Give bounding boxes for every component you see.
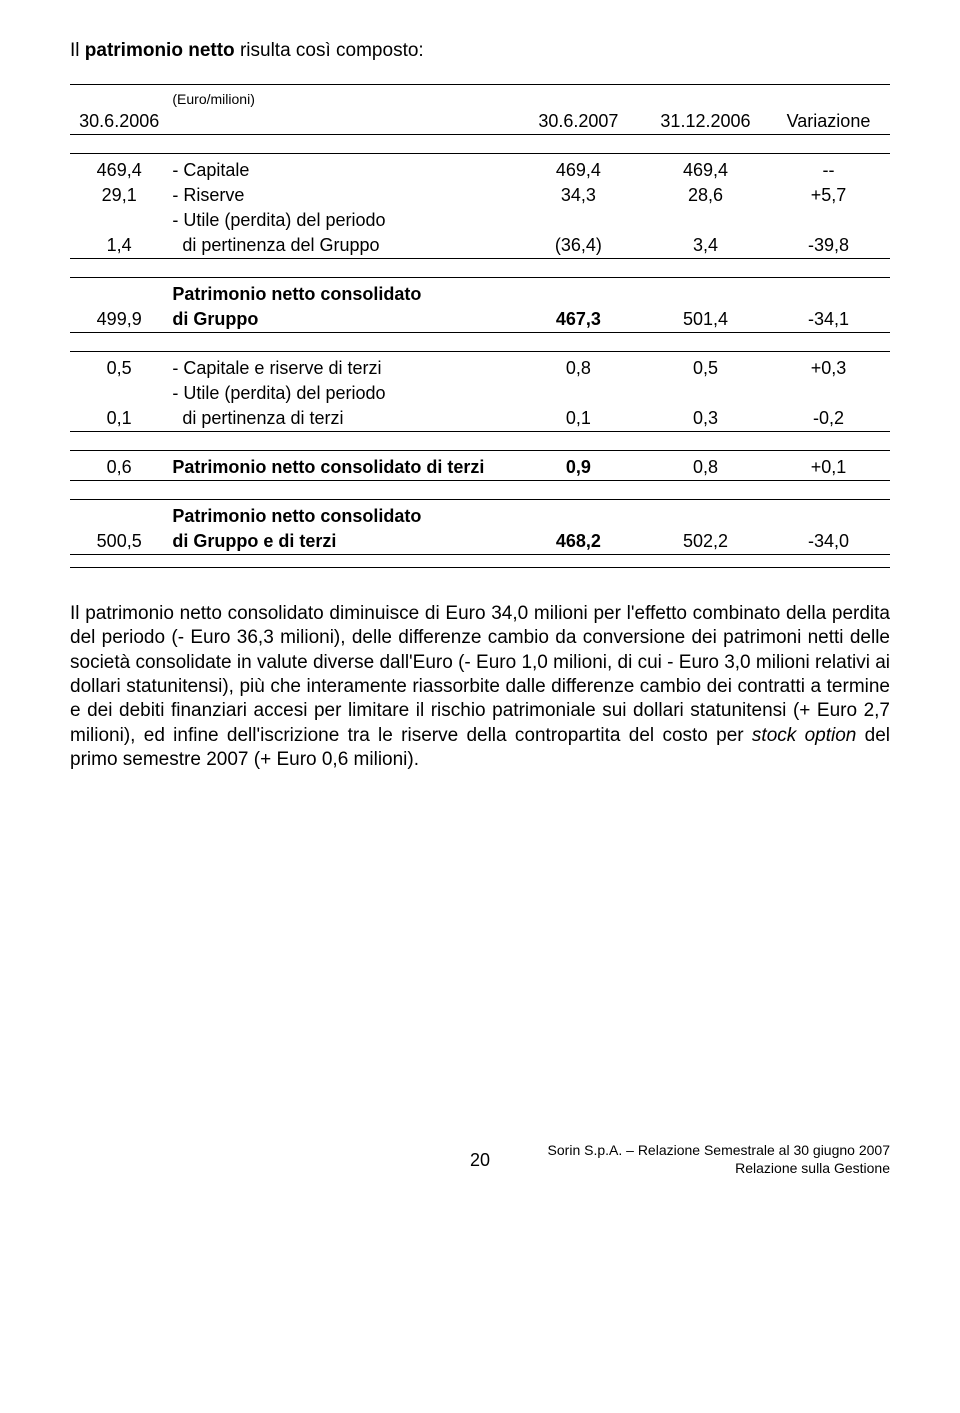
header-unit: (Euro/milioni) — [168, 89, 512, 109]
cell: di pertinenza del Gruppo — [168, 233, 512, 259]
cell: 0,5 — [644, 356, 767, 381]
cell: -34,1 — [767, 307, 890, 333]
cell: Patrimonio netto consolidato — [168, 282, 512, 307]
cell: - Capitale — [168, 158, 512, 183]
page-footer: 20 Sorin S.p.A. – Relazione Semestrale a… — [70, 1132, 890, 1192]
cell: Patrimonio netto consolidato — [168, 504, 512, 529]
cell: 29,1 — [70, 183, 168, 208]
cell: di Gruppo — [168, 307, 512, 333]
cell: 28,6 — [644, 183, 767, 208]
cell: 0,3 — [644, 406, 767, 432]
cell: -- — [767, 158, 890, 183]
footer-line1: Sorin S.p.A. – Relazione Semestrale al 3… — [548, 1142, 890, 1160]
cell: +5,7 — [767, 183, 890, 208]
cell: 0,1 — [70, 406, 168, 432]
cell: 3,4 — [644, 233, 767, 259]
cell: 500,5 — [70, 529, 168, 555]
cell: - Capitale e riserve di terzi — [168, 356, 512, 381]
cell: 0,6 — [70, 455, 168, 481]
cell: - Utile (perdita) del periodo — [168, 381, 512, 406]
cell: +0,3 — [767, 356, 890, 381]
cell: -34,0 — [767, 529, 890, 555]
cell: 0,8 — [513, 356, 644, 381]
cell: 501,4 — [644, 307, 767, 333]
cell: 469,4 — [70, 158, 168, 183]
cell: 468,2 — [513, 529, 644, 555]
cell: 469,4 — [644, 158, 767, 183]
footer-line2: Relazione sulla Gestione — [548, 1160, 890, 1178]
equity-table: (Euro/milioni) 30.6.2006 30.6.2007 31.12… — [70, 84, 890, 572]
body-paragraph: Il patrimonio netto consolidato diminuis… — [70, 602, 890, 772]
cell: -39,8 — [767, 233, 890, 259]
cell: +0,1 — [767, 455, 890, 481]
cell: 502,2 — [644, 529, 767, 555]
cell: - Riserve — [168, 183, 512, 208]
body-p1i: stock option — [752, 725, 856, 746]
cell: 0,8 — [644, 455, 767, 481]
header-c1: 30.6.2006 — [70, 109, 168, 135]
cell: Patrimonio netto consolidato di terzi — [168, 455, 512, 481]
cell: 1,4 — [70, 233, 168, 259]
intro-prefix: Il — [70, 40, 85, 61]
intro-line: Il patrimonio netto risulta così compost… — [70, 40, 890, 62]
cell: -0,2 — [767, 406, 890, 432]
page-number: 20 — [470, 1150, 490, 1171]
cell: 467,3 — [513, 307, 644, 333]
header-c2: 30.6.2007 — [513, 109, 644, 135]
cell: 469,4 — [513, 158, 644, 183]
intro-bold: patrimonio netto — [85, 40, 235, 61]
header-c4: Variazione — [767, 109, 890, 135]
cell: 499,9 — [70, 307, 168, 333]
cell: di pertinenza di terzi — [168, 406, 512, 432]
cell: 0,5 — [70, 356, 168, 381]
cell: 34,3 — [513, 183, 644, 208]
cell: 0,1 — [513, 406, 644, 432]
cell: - Utile (perdita) del periodo — [168, 208, 512, 233]
cell: di Gruppo e di terzi — [168, 529, 512, 555]
cell: (36,4) — [513, 233, 644, 259]
header-c3: 31.12.2006 — [644, 109, 767, 135]
intro-suffix: risulta così composto: — [235, 40, 424, 61]
cell: 0,9 — [513, 455, 644, 481]
